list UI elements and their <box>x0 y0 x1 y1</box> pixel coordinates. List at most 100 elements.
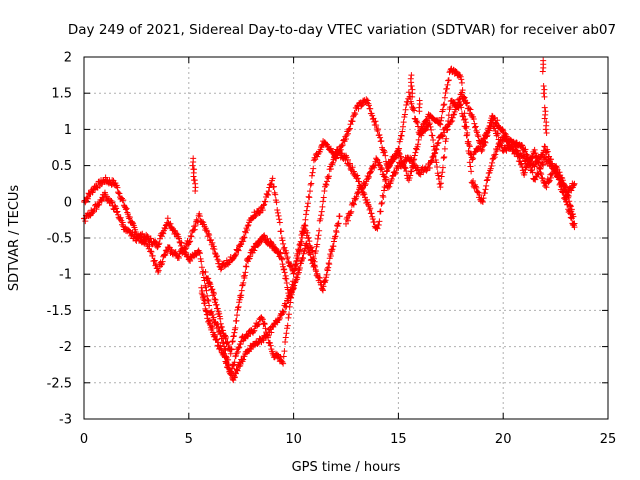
data-point <box>235 345 242 352</box>
data-point <box>146 243 153 250</box>
data-point <box>122 206 129 213</box>
data-point <box>502 130 509 137</box>
series-spikes <box>189 57 550 194</box>
data-point <box>204 292 211 299</box>
data-point <box>441 101 448 108</box>
data-point <box>508 144 515 151</box>
data-point <box>429 132 436 139</box>
y-tick-label: -0.5 <box>47 232 72 247</box>
data-point <box>491 154 498 161</box>
data-point <box>211 318 218 325</box>
data-point <box>305 234 312 241</box>
data-point <box>441 129 448 136</box>
data-point <box>487 165 494 172</box>
data-point <box>567 210 574 217</box>
x-tick-label: 25 <box>600 432 617 447</box>
data-point <box>399 128 406 135</box>
data-point <box>396 151 403 158</box>
data-point <box>218 346 225 353</box>
data-point <box>333 229 340 236</box>
data-point <box>218 264 225 271</box>
data-point <box>162 252 169 259</box>
data-point <box>259 207 266 214</box>
data-point <box>432 149 439 156</box>
data-point <box>438 114 445 121</box>
data-point <box>93 206 100 213</box>
data-point <box>486 122 493 129</box>
data-point <box>267 339 274 346</box>
data-point <box>352 111 359 118</box>
data-point <box>476 139 483 146</box>
data-point <box>192 187 199 194</box>
data-point <box>415 123 422 130</box>
data-point <box>551 168 558 175</box>
data-point <box>241 272 248 279</box>
data-point <box>279 237 286 244</box>
data-point <box>338 143 345 150</box>
data-point <box>234 312 241 319</box>
data-point <box>469 156 476 163</box>
data-point <box>280 308 287 315</box>
data-point <box>190 158 197 165</box>
data-point <box>540 82 547 89</box>
data-point <box>439 169 446 176</box>
data-point <box>206 317 213 324</box>
data-point <box>437 184 444 191</box>
data-point <box>317 146 324 153</box>
grid-lines <box>84 57 608 419</box>
data-point <box>159 258 166 265</box>
data-point <box>197 218 204 225</box>
data-point <box>262 198 269 205</box>
data-point <box>280 240 287 247</box>
data-point <box>238 287 245 294</box>
data-point <box>303 211 310 218</box>
data-point <box>409 93 416 100</box>
data-point <box>234 367 241 374</box>
data-point <box>369 112 376 119</box>
data-point <box>492 151 499 158</box>
data-point <box>543 130 550 137</box>
data-point <box>442 90 449 97</box>
data-point <box>280 310 287 317</box>
data-point <box>546 177 553 184</box>
data-point <box>422 117 429 124</box>
data-point <box>409 106 416 113</box>
data-point <box>228 346 235 353</box>
data-point <box>147 235 154 242</box>
data-point <box>365 102 372 109</box>
data-point <box>318 212 325 219</box>
data-point <box>483 133 490 140</box>
data-point <box>260 202 267 209</box>
data-point <box>418 132 425 139</box>
data-point <box>396 149 403 156</box>
data-point <box>215 324 222 331</box>
data-point <box>462 123 469 130</box>
data-point <box>534 171 541 178</box>
data-point <box>475 133 482 140</box>
data-point <box>314 235 321 242</box>
data-point <box>236 344 243 351</box>
data-point <box>467 163 474 170</box>
data-point <box>443 126 450 133</box>
data-point <box>233 317 240 324</box>
data-point <box>441 145 448 152</box>
chart-title: Day 249 of 2021, Sidereal Day-to-day VTE… <box>68 22 616 38</box>
data-point <box>187 238 194 245</box>
data-point <box>120 197 127 204</box>
data-point <box>483 182 490 189</box>
data-point <box>198 264 205 271</box>
data-point <box>453 104 460 111</box>
data-point <box>439 133 446 140</box>
data-point <box>568 214 575 221</box>
data-point <box>297 238 304 245</box>
data-point <box>541 86 548 93</box>
data-point <box>466 105 473 112</box>
data-point <box>482 186 489 193</box>
data-point <box>353 193 360 200</box>
data-point <box>521 153 528 160</box>
data-point <box>349 164 356 171</box>
data-point <box>344 156 351 163</box>
data-point <box>275 212 282 219</box>
data-point <box>355 105 362 112</box>
data-point <box>86 211 93 218</box>
